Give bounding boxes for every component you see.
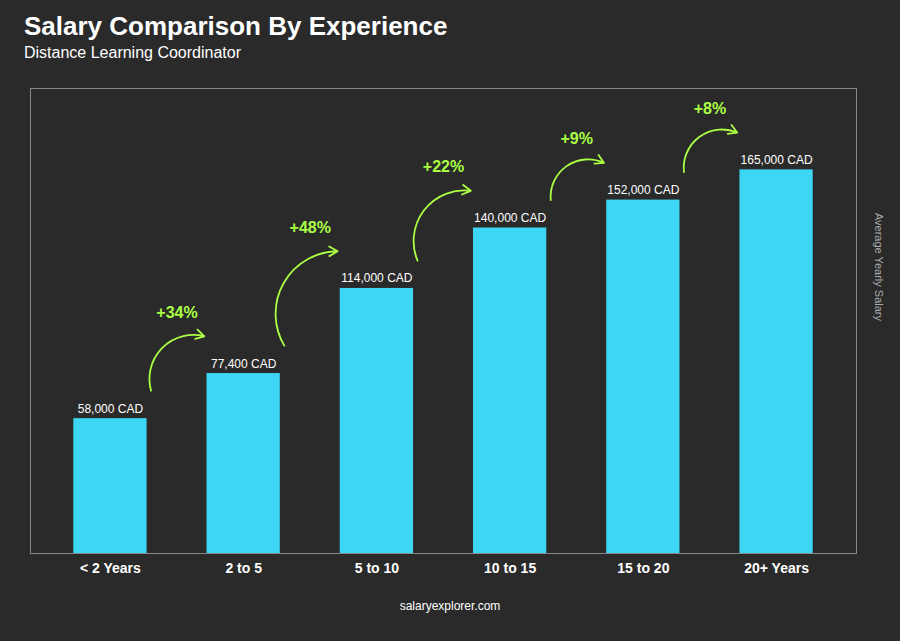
svg-text:2 to 5: 2 to 5 xyxy=(225,560,262,576)
html-text:Distance Learning Coordinator: Distance Learning Coordinator xyxy=(24,44,241,61)
svg-text:5 to 10: 5 to 10 xyxy=(355,560,400,576)
html-text:salaryexplorer.com: salaryexplorer.com xyxy=(399,599,501,613)
svg-text:140,000 CAD: 140,000 CAD xyxy=(474,211,546,225)
svg-text:15 to 20: 15 to 20 xyxy=(617,560,669,576)
svg-text:+34%: +34% xyxy=(156,304,197,321)
svg-text:Average Yearly Salary: Average Yearly Salary xyxy=(873,213,885,322)
svg-text:< 2 Years: < 2 Years xyxy=(80,560,141,576)
svg-text:114,000 CAD: 114,000 CAD xyxy=(341,271,412,285)
svg-text:165,000 CAD: 165,000 CAD xyxy=(741,153,813,167)
svg-text:152,000 CAD: 152,000 CAD xyxy=(607,183,679,197)
svg-text:10 to 15: 10 to 15 xyxy=(484,560,536,576)
svg-text:77,400 CAD: 77,400 CAD xyxy=(211,357,277,371)
html-text:Salary Comparison By Experienc: Salary Comparison By Experience xyxy=(24,11,448,41)
svg-text:58,000 CAD: 58,000 CAD xyxy=(78,402,144,416)
svg-text:+48%: +48% xyxy=(290,219,331,236)
svg-text:+22%: +22% xyxy=(423,158,464,175)
svg-text:+8%: +8% xyxy=(694,100,726,117)
svg-text:+9%: +9% xyxy=(560,130,592,147)
svg-text:20+ Years: 20+ Years xyxy=(744,560,809,576)
